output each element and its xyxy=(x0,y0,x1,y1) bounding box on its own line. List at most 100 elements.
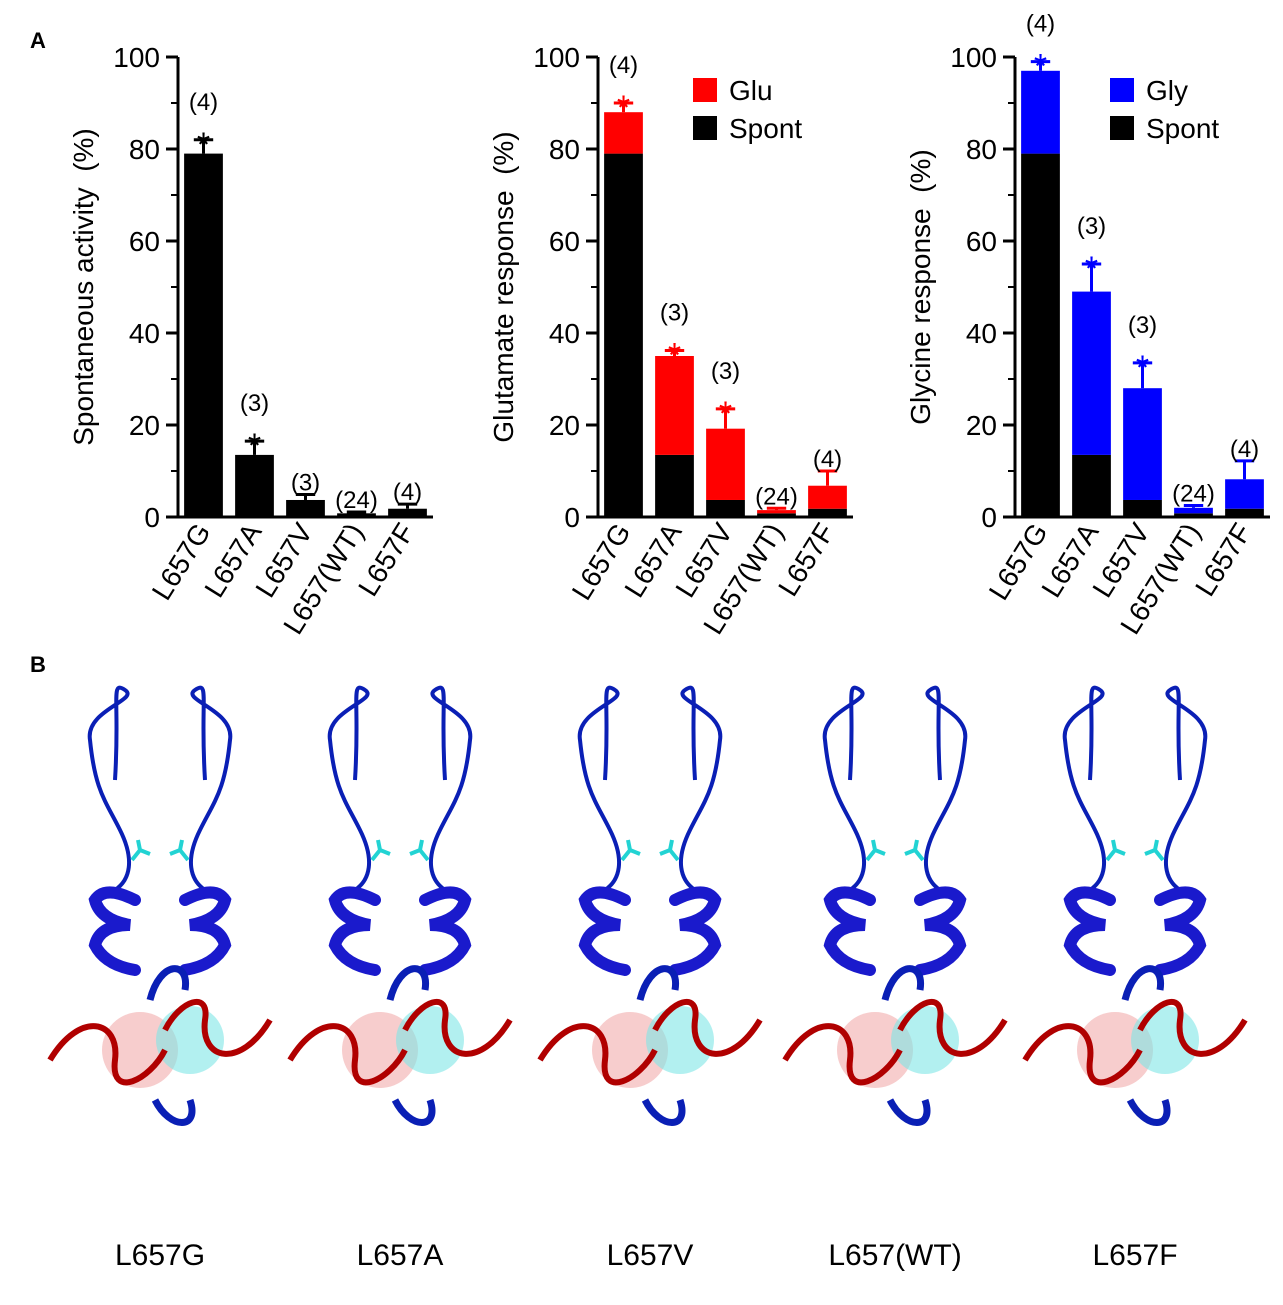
helix-red xyxy=(537,1023,658,1086)
helix-blue xyxy=(1121,965,1171,1126)
y-axis-label: Spontaneous activity (%) xyxy=(68,128,99,446)
significance-marker: * xyxy=(248,427,261,465)
bar xyxy=(184,153,223,517)
legend-label: Glu xyxy=(729,75,773,106)
helix-red xyxy=(162,998,273,1057)
significance-marker: * xyxy=(668,336,681,374)
surface xyxy=(156,1006,224,1074)
backbone xyxy=(87,685,132,892)
surface xyxy=(891,1006,959,1074)
bar-segment xyxy=(604,153,643,517)
n-label: (4) xyxy=(813,446,842,473)
bar xyxy=(235,454,274,517)
backbone xyxy=(923,685,968,892)
bar-segment xyxy=(1123,499,1162,517)
y-tick-label: 40 xyxy=(549,318,580,349)
backbone xyxy=(188,685,233,892)
side-chain xyxy=(1105,839,1126,862)
bar-segment xyxy=(1225,479,1264,509)
backbone xyxy=(822,685,867,892)
legend-label: Gly xyxy=(1146,75,1188,106)
structure-label: L657G xyxy=(115,1239,205,1272)
y-tick-label: 100 xyxy=(950,42,997,73)
backbone xyxy=(1163,685,1208,892)
structure: L657G xyxy=(47,685,273,1272)
bar xyxy=(388,508,427,517)
structure-label: L657A xyxy=(357,1239,444,1272)
side-chain xyxy=(409,839,430,862)
n-label: (4) xyxy=(1026,11,1055,38)
helix-red xyxy=(897,998,1008,1057)
n-label: (3) xyxy=(660,299,689,326)
bar-segment xyxy=(1072,291,1111,455)
side-chain xyxy=(1144,839,1165,862)
helix-red xyxy=(1022,1023,1143,1086)
bar-segment xyxy=(1174,513,1213,517)
bar xyxy=(286,499,325,517)
helix xyxy=(1063,886,1116,976)
y-tick-label: 100 xyxy=(533,42,580,73)
side-chain xyxy=(620,839,641,862)
n-label: (3) xyxy=(1077,213,1106,240)
side-chain xyxy=(370,839,391,862)
n-label: (3) xyxy=(711,358,740,385)
side-chain xyxy=(865,839,886,862)
surface xyxy=(646,1006,714,1074)
y-tick-label: 80 xyxy=(966,134,997,165)
n-label: (4) xyxy=(609,52,638,79)
significance-marker: * xyxy=(1034,48,1047,86)
surface xyxy=(1131,1006,1199,1074)
backbone xyxy=(327,685,372,892)
y-tick-label: 0 xyxy=(981,502,997,533)
panel-label: A xyxy=(30,28,46,53)
n-label: (24) xyxy=(1172,481,1215,508)
helix xyxy=(328,886,381,976)
significance-marker: * xyxy=(1085,250,1098,288)
n-label: (3) xyxy=(291,469,320,496)
structure: L657F xyxy=(1022,685,1248,1272)
backbone xyxy=(577,685,622,892)
y-tick-label: 20 xyxy=(549,410,580,441)
n-label: (24) xyxy=(335,487,378,514)
backbone xyxy=(1062,685,1107,892)
bar-segment xyxy=(1021,153,1060,517)
y-tick-label: 80 xyxy=(129,134,160,165)
helix-red xyxy=(47,1023,168,1086)
structure-label: L657F xyxy=(1092,1239,1177,1272)
helix-red xyxy=(652,998,763,1057)
bar-segment xyxy=(757,510,796,514)
backbone xyxy=(678,685,723,892)
y-tick-label: 0 xyxy=(564,502,580,533)
helix-red xyxy=(782,1023,903,1086)
helix-red xyxy=(287,1023,408,1086)
helix-blue xyxy=(146,965,196,1126)
legend-label: Spont xyxy=(729,113,802,144)
side-chain xyxy=(169,839,190,862)
y-tick-label: 20 xyxy=(966,410,997,441)
bar-segment xyxy=(706,428,745,500)
structure: L657V xyxy=(537,685,763,1272)
panel-label: B xyxy=(30,652,46,677)
bar-segment xyxy=(808,485,847,509)
y-axis-label: Glycine response (%) xyxy=(905,149,936,424)
bar-segment xyxy=(1225,508,1264,517)
y-tick-label: 40 xyxy=(129,318,160,349)
n-label: (3) xyxy=(1128,312,1157,339)
y-tick-label: 0 xyxy=(144,502,160,533)
structure: L657(WT) xyxy=(782,685,1008,1272)
side-chain xyxy=(130,839,151,862)
n-label: (4) xyxy=(1230,436,1259,463)
structure-label: L657V xyxy=(607,1239,694,1272)
surface xyxy=(396,1006,464,1074)
bar-segment xyxy=(757,513,796,517)
bar-segment xyxy=(1021,70,1060,154)
significance-marker: * xyxy=(719,395,732,433)
n-label: (4) xyxy=(189,89,218,116)
helix xyxy=(1154,886,1207,976)
helix-red xyxy=(402,998,513,1057)
helix-red xyxy=(1137,998,1248,1057)
structure-label: L657(WT) xyxy=(828,1239,961,1272)
significance-marker: * xyxy=(197,126,210,164)
helix-blue xyxy=(636,965,686,1126)
